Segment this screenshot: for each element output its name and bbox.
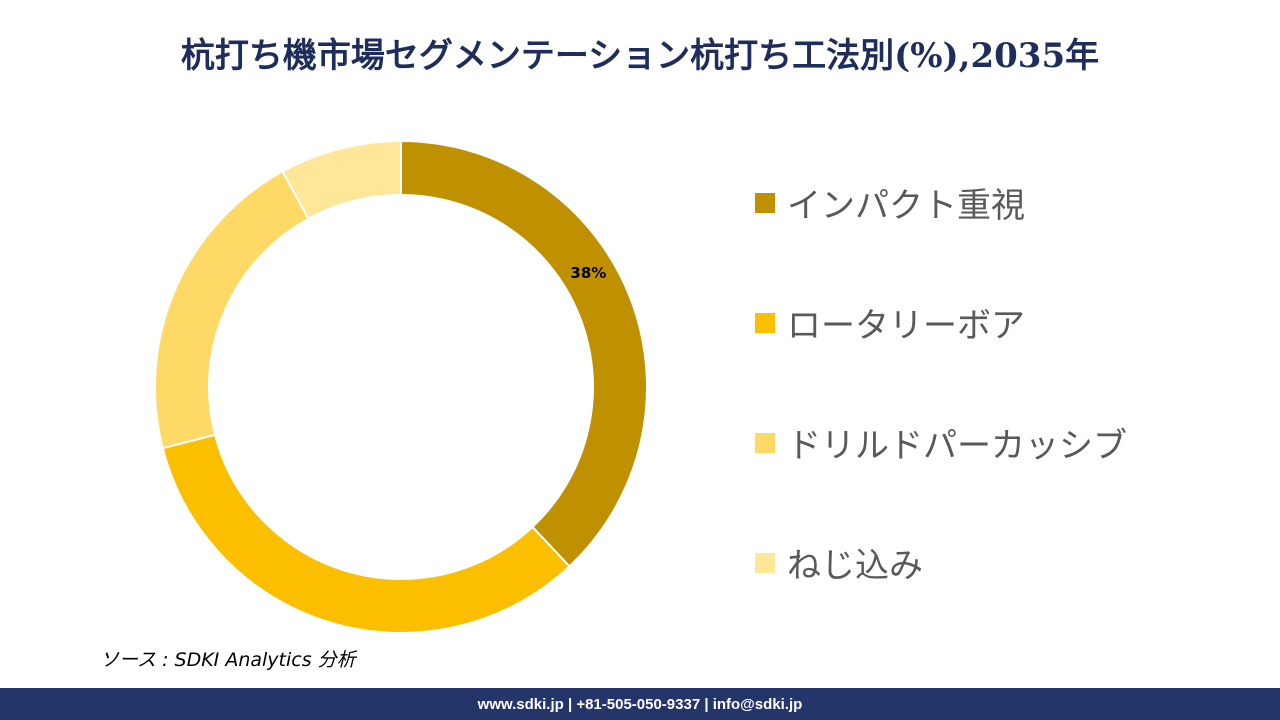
legend-item: ねじ込み [755, 538, 923, 587]
legend-swatch [755, 432, 775, 453]
data-label-1: 38% [570, 264, 606, 282]
donut-slice-1 [400, 139, 648, 568]
legend-swatch [755, 552, 775, 573]
legend-item: ドリルドパーカッシブ [755, 418, 1127, 467]
legend-label: ねじ込み [787, 546, 923, 586]
donut-slice-2 [161, 433, 571, 634]
legend-label: インパクト重視 [787, 186, 1025, 226]
legend-item: ロータリーボア [755, 298, 1025, 347]
chart-title: 杭打ち機市場セグメンテーション杭打ち工法別(%),2035年 [180, 36, 1100, 76]
legend-swatch [755, 312, 775, 333]
footer-bar: www.sdki.jp | +81-505-050-9337 | info@sd… [0, 688, 1280, 720]
legend-label: ロータリーボア [787, 306, 1025, 346]
legend-item: インパクト重視 [755, 178, 1025, 227]
donut-slice-3 [154, 170, 310, 450]
legend-swatch [755, 192, 775, 213]
legend-label: ドリルドパーカッシブ [787, 426, 1127, 466]
footer-contact: www.sdki.jp | +81-505-050-9337 | info@sd… [477, 695, 803, 713]
donut-slice-4 [281, 139, 402, 221]
source-note: ソース : SDKI Analytics 分析 [100, 649, 356, 671]
